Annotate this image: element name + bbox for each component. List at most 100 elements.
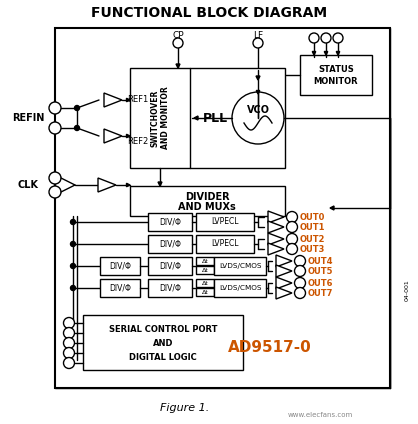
Text: LVPECL: LVPECL: [211, 218, 239, 226]
Circle shape: [286, 234, 298, 245]
Text: DIV/Φ: DIV/Φ: [159, 262, 181, 271]
Circle shape: [253, 38, 263, 48]
Bar: [214, 257, 266, 275]
Circle shape: [64, 327, 74, 338]
Bar: [148, 257, 192, 275]
Text: DIV/Φ: DIV/Φ: [159, 284, 181, 293]
Polygon shape: [324, 51, 328, 55]
Circle shape: [232, 92, 284, 144]
Text: DIV/Φ: DIV/Φ: [159, 218, 181, 226]
Text: REF1: REF1: [127, 95, 148, 104]
Circle shape: [295, 277, 306, 288]
Circle shape: [71, 285, 76, 290]
Text: AD9517-0: AD9517-0: [228, 340, 312, 355]
Text: STATUS: STATUS: [318, 64, 354, 73]
Polygon shape: [104, 129, 122, 143]
Text: DIV/Φ: DIV/Φ: [109, 284, 131, 293]
Polygon shape: [276, 287, 292, 299]
Circle shape: [321, 33, 331, 43]
Polygon shape: [176, 64, 180, 68]
Text: DIV/Φ: DIV/Φ: [159, 240, 181, 248]
Polygon shape: [276, 277, 292, 289]
Text: DIV/Φ: DIV/Φ: [109, 262, 131, 271]
Polygon shape: [98, 178, 116, 192]
Text: PLL: PLL: [202, 112, 227, 125]
Bar: [196, 213, 254, 231]
Text: DIGITAL LOGIC: DIGITAL LOGIC: [129, 352, 197, 362]
Circle shape: [64, 338, 74, 349]
Text: SWITCHOVER
AND MONITOR: SWITCHOVER AND MONITOR: [150, 86, 170, 149]
Circle shape: [173, 38, 183, 48]
Polygon shape: [268, 211, 284, 223]
Text: OUT3: OUT3: [300, 245, 325, 254]
Text: MONITOR: MONITOR: [314, 76, 358, 86]
Bar: [148, 279, 192, 297]
Circle shape: [333, 33, 343, 43]
Text: Δt: Δt: [201, 259, 209, 264]
Circle shape: [64, 318, 74, 329]
Circle shape: [49, 102, 61, 114]
Text: Δt: Δt: [201, 290, 209, 295]
Text: REFIN: REFIN: [12, 113, 44, 123]
Bar: [196, 235, 254, 253]
Text: www.elecfans.com: www.elecfans.com: [288, 412, 353, 418]
Polygon shape: [194, 116, 198, 120]
Circle shape: [49, 122, 61, 134]
Text: OUT6: OUT6: [308, 279, 334, 287]
Polygon shape: [268, 221, 284, 233]
Circle shape: [64, 348, 74, 359]
Bar: [100, 279, 140, 297]
Text: Δt: Δt: [201, 268, 209, 273]
Circle shape: [295, 265, 306, 276]
Bar: [196, 288, 214, 296]
Text: 04-001: 04-001: [405, 279, 410, 301]
Circle shape: [286, 212, 298, 223]
Text: CP: CP: [172, 31, 184, 39]
Polygon shape: [276, 255, 292, 267]
Circle shape: [286, 221, 298, 232]
Circle shape: [295, 287, 306, 298]
Circle shape: [71, 242, 76, 246]
Text: Figure 1.: Figure 1.: [161, 403, 209, 413]
Polygon shape: [127, 183, 130, 187]
Text: OUT0: OUT0: [300, 212, 325, 221]
Polygon shape: [330, 206, 334, 210]
Bar: [55, 28, 390, 388]
Bar: [148, 235, 192, 253]
Circle shape: [74, 106, 79, 111]
Circle shape: [309, 33, 319, 43]
Text: LF: LF: [253, 31, 263, 39]
Text: CLK: CLK: [18, 180, 38, 190]
Bar: [196, 266, 214, 274]
Bar: [214, 279, 266, 297]
Bar: [148, 213, 192, 231]
Bar: [196, 257, 214, 265]
Text: LVDS/CMOS: LVDS/CMOS: [219, 285, 261, 291]
Bar: [83, 315, 243, 370]
Text: LVPECL: LVPECL: [211, 240, 239, 248]
Text: AND MUXs: AND MUXs: [178, 202, 236, 212]
Polygon shape: [336, 51, 340, 55]
Text: OUT4: OUT4: [308, 257, 334, 265]
Polygon shape: [268, 233, 284, 245]
Circle shape: [71, 263, 76, 268]
Polygon shape: [256, 90, 260, 94]
Polygon shape: [127, 98, 130, 102]
Circle shape: [71, 220, 76, 224]
Circle shape: [49, 172, 61, 184]
Polygon shape: [158, 182, 162, 186]
Text: VCO: VCO: [247, 105, 270, 115]
Text: OUT1: OUT1: [300, 223, 326, 232]
Polygon shape: [276, 265, 292, 277]
Text: DIVIDER: DIVIDER: [185, 192, 229, 202]
Polygon shape: [127, 134, 130, 138]
Text: FUNCTIONAL BLOCK DIAGRAM: FUNCTIONAL BLOCK DIAGRAM: [91, 6, 327, 20]
Text: OUT5: OUT5: [308, 267, 334, 276]
Polygon shape: [256, 76, 260, 80]
Circle shape: [74, 126, 79, 131]
Text: OUT7: OUT7: [308, 288, 334, 298]
Text: OUT2: OUT2: [300, 234, 326, 243]
Polygon shape: [268, 243, 284, 255]
Text: LVDS/CMOS: LVDS/CMOS: [219, 263, 261, 269]
Bar: [196, 279, 214, 287]
